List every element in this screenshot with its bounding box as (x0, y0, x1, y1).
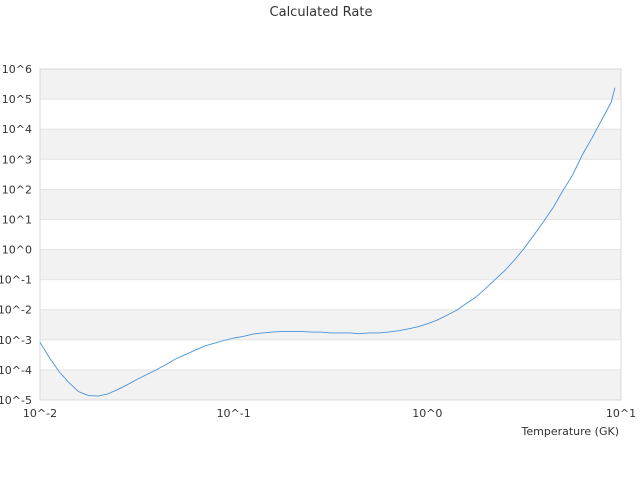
grid-band (40, 249, 621, 280)
y-tick-label: 10^-5 (0, 394, 32, 407)
y-tick-label: 10^4 (2, 123, 32, 136)
y-tick-label: 10^3 (2, 153, 32, 166)
y-tick-label: 10^-1 (0, 274, 32, 287)
y-tick-label: 10^2 (2, 183, 32, 196)
series-line (39, 87, 616, 397)
y-tick-label: 10^-4 (0, 364, 32, 377)
y-tick-label: 10^-3 (0, 334, 32, 347)
grid-band (40, 309, 621, 340)
grid-band (40, 189, 621, 220)
grid-bands (40, 69, 621, 400)
x-tick-label: 10^1 (606, 407, 636, 420)
x-axis-label: Temperature (GK) (521, 425, 620, 438)
grid-band (40, 69, 621, 100)
y-tick-label: 10^0 (2, 244, 32, 257)
y-tick-label: 10^1 (2, 213, 32, 226)
y-tick-labels: 10^-5 10^-4 10^-3 10^-2 10^-1 10^0 10^1 10^2 10^… (0, 63, 32, 407)
x-tick-label: 10^-1 (217, 407, 251, 420)
grid-band (40, 369, 621, 400)
x-tick-label: 10^-2 (23, 407, 57, 420)
x-tick-label: 10^0 (412, 407, 442, 420)
chart-title: Calculated Rate (270, 5, 373, 20)
series-layer (39, 87, 616, 397)
x-tick-labels: 10^-2 10^-1 10^0 10^1 (23, 407, 636, 420)
y-tick-label: 10^5 (2, 93, 32, 106)
y-tick-label: 10^-2 (0, 304, 32, 317)
y-tick-label: 10^6 (2, 63, 32, 76)
grid-band (40, 129, 621, 160)
plot-frame (39, 68, 622, 401)
